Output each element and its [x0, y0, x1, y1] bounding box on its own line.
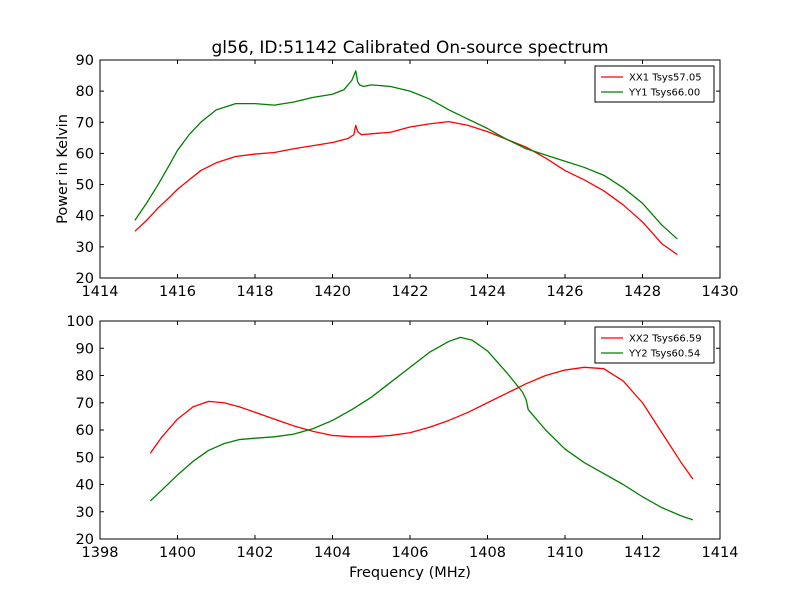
legend: XX2 Tsys66.59 YY2 Tsys60.54 [594, 326, 715, 364]
y-tick-label: 50 [76, 178, 94, 194]
x-tick-label: 1402 [237, 545, 274, 561]
y-tick-label: 40 [76, 478, 94, 494]
y-tick-label: 30 [76, 240, 94, 256]
legend-label: YY2 Tsys60.54 [628, 349, 700, 360]
x-tick-label: 1414 [702, 545, 739, 561]
y-tick-label: 100 [66, 314, 94, 330]
legend-label: XX2 Tsys66.59 [629, 334, 702, 345]
x-tick-label: 1430 [702, 284, 739, 300]
y-axis-label: Power in Kelvin [55, 114, 71, 224]
y-tick-label: 20 [76, 271, 94, 287]
legend-box [594, 326, 715, 364]
x-tick-label: 1408 [469, 545, 506, 561]
x-tick-label: 1422 [392, 284, 429, 300]
x-tick-label: 1416 [159, 284, 196, 300]
bottom-panel: 1398 1400 1402 1404 1406 1408 1410 1412 1414 20 30… [66, 314, 738, 581]
x-tick-label: 1420 [314, 284, 351, 300]
y-tick-label: 60 [76, 146, 94, 162]
y-tick-label: 70 [76, 115, 94, 131]
x-tick-label: 1412 [624, 545, 661, 561]
y-tick-label: 90 [76, 53, 94, 69]
top-panel: 1414 1416 1418 1420 1422 1424 1426 1428 1430 20 30… [55, 53, 738, 300]
y-tick-label: 90 [76, 341, 94, 357]
x-tick-label: 1410 [547, 545, 584, 561]
y-tick-label: 40 [76, 209, 94, 225]
y-tick-label: 50 [76, 450, 94, 466]
y-tick-label: 60 [76, 423, 94, 439]
y-tick-label: 20 [76, 532, 94, 548]
x-tick-label: 1400 [159, 545, 196, 561]
x-tick-label: 1398 [82, 545, 119, 561]
x-tick-label: 1424 [469, 284, 506, 300]
y-tick-label: 30 [76, 505, 94, 521]
legend-label: XX1 Tsys57.05 [629, 73, 702, 84]
x-tick-label: 1414 [82, 284, 119, 300]
x-axis-label: Frequency (MHz) [349, 565, 471, 581]
y-tick-label: 80 [76, 84, 94, 100]
x-tick-label: 1418 [237, 284, 274, 300]
legend-box [594, 65, 715, 103]
series-line-xx1-tsys57-05 [134, 121, 678, 256]
x-tick-label: 1406 [392, 545, 429, 561]
x-tick-label: 1404 [314, 545, 351, 561]
y-tick-label: 80 [76, 369, 94, 385]
legend-label: YY1 Tsys66.00 [628, 88, 700, 99]
y-tick-label: 70 [76, 396, 94, 412]
x-tick-label: 1426 [547, 284, 584, 300]
series-line-xx2-tsys66-59 [149, 366, 694, 480]
series-line-yy1-tsys66-00 [134, 70, 678, 240]
x-tick-label: 1428 [624, 284, 661, 300]
figure-title: gl56, ID:51142 Calibrated On-source spec… [211, 38, 608, 58]
series-line-yy2-tsys60-54 [149, 336, 694, 521]
legend: XX1 Tsys57.05 YY1 Tsys66.00 [594, 65, 715, 103]
